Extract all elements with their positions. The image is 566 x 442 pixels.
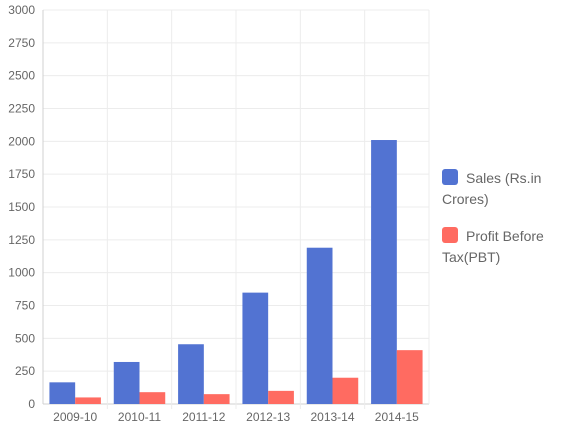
legend-item-sales[interactable]: Sales (Rs.in Crores) [442, 168, 562, 210]
legend-label-sales: Sales (Rs.in Crores) [442, 170, 542, 207]
y-tick-label: 2250 [8, 102, 35, 116]
bar-sales-2009-10[interactable] [49, 382, 76, 404]
y-tick-label: 1000 [8, 266, 35, 280]
grid-lines [42, 9, 430, 409]
legend: Sales (Rs.in Crores) Profit Before Tax(P… [442, 168, 562, 284]
y-tick-label: 250 [15, 364, 35, 378]
bar-pbt-2013-14[interactable] [332, 377, 359, 404]
y-tick-label: 1250 [8, 233, 35, 247]
x-tick-label: 2014-15 [375, 410, 419, 424]
y-tick-label: 2500 [8, 69, 35, 83]
bar-sales-2012-13[interactable] [242, 292, 269, 404]
x-tick-label: 2012-13 [246, 410, 290, 424]
y-tick-label: 750 [15, 299, 35, 313]
legend-swatch-sales [442, 169, 458, 185]
bar-sales-2011-12[interactable] [178, 344, 204, 404]
y-axis-ticks: 0 250 500 750 1000 1250 1500 1750 2000 2250 2500 27… [8, 3, 35, 411]
y-tick-label: 500 [15, 331, 35, 345]
legend-label-pbt: Profit Before Tax(PBT) [442, 228, 544, 265]
y-tick-label: 1500 [8, 200, 35, 214]
x-tick-label: 2010-11 [118, 410, 161, 424]
bar-pbt-2009-10[interactable] [75, 397, 101, 404]
legend-swatch-pbt [442, 227, 458, 243]
x-axis-ticks: 2009-10 2010-11 2011-12 2012-13 2013-14 2014-… [53, 410, 419, 424]
x-tick-label: 2009-10 [53, 410, 97, 424]
bar-sales-2010-11[interactable] [113, 361, 140, 404]
bar-pbt-2012-13[interactable] [268, 390, 294, 404]
bar-pbt-2014-15[interactable] [396, 350, 423, 404]
x-tick-label: 2011-12 [182, 410, 225, 424]
legend-item-pbt[interactable]: Profit Before Tax(PBT) [442, 226, 562, 268]
bar-sales-2014-15[interactable] [371, 140, 397, 404]
bars [49, 140, 423, 404]
y-tick-label: 2000 [8, 134, 35, 148]
bar-pbt-2011-12[interactable] [203, 394, 230, 404]
y-tick-label: 3000 [8, 3, 35, 17]
y-tick-label: 1750 [8, 167, 35, 181]
bar-pbt-2010-11[interactable] [139, 392, 166, 404]
y-tick-label: 2750 [8, 36, 35, 50]
x-tick-label: 2013-14 [310, 410, 354, 424]
bar-sales-2013-14[interactable] [306, 247, 333, 404]
y-tick-label: 0 [28, 397, 35, 411]
